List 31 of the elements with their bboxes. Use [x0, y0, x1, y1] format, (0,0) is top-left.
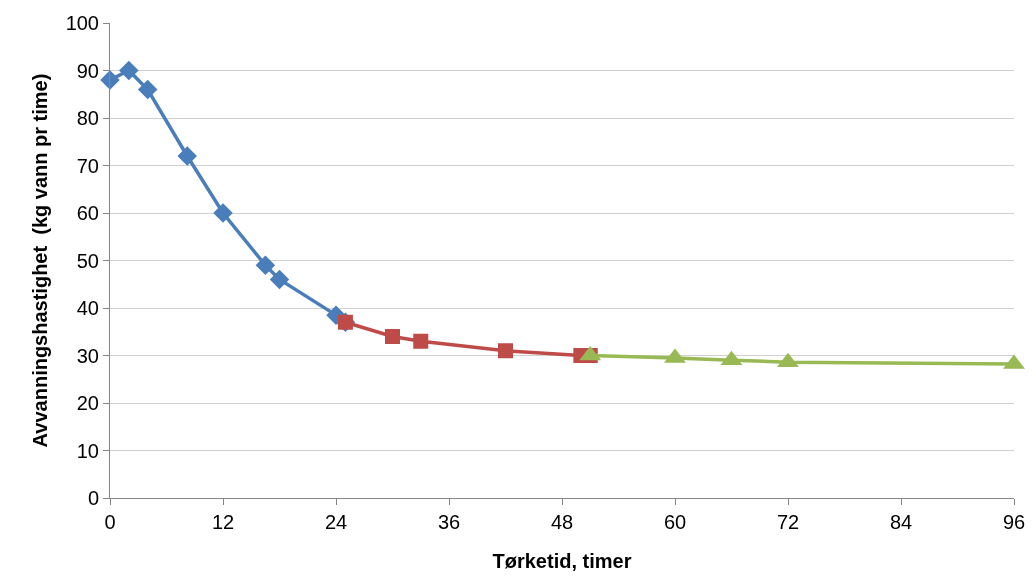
x-tick-label: 48 — [550, 511, 574, 533]
y-tick-label: 40 — [76, 297, 99, 319]
y-tick-label: 20 — [76, 392, 99, 414]
y-tick-label: 60 — [76, 202, 99, 224]
y-tick-label: 90 — [76, 59, 99, 82]
y-tick-label: 100 — [65, 12, 99, 34]
x-tick-label: 36 — [437, 511, 461, 533]
point — [255, 255, 276, 275]
y-tick-label: 30 — [76, 344, 99, 367]
point — [269, 269, 290, 290]
point — [385, 329, 400, 344]
x-tick-label: 84 — [889, 511, 913, 533]
y-tick-label: 0 — [87, 487, 99, 509]
x-axis-title: Tørketid, timer — [492, 550, 632, 572]
point — [177, 146, 197, 166]
y-tick-label: 10 — [76, 439, 99, 462]
x-tick-label: 72 — [776, 511, 800, 533]
point — [213, 203, 233, 223]
point — [137, 79, 158, 100]
y-tick-label: 80 — [76, 107, 99, 129]
y-tick-label: 50 — [76, 249, 99, 272]
x-tick-label: 12 — [211, 511, 235, 533]
point — [498, 343, 513, 359]
x-tick-label: 60 — [663, 511, 687, 533]
point — [413, 333, 429, 349]
x-tick-label: 96 — [1002, 511, 1026, 533]
x-tick-label: 0 — [104, 511, 116, 533]
y-axis-title: Avvanningshastighet (kg vann pr time) — [29, 73, 52, 448]
x-tick-label: 24 — [324, 511, 348, 533]
point — [119, 60, 139, 81]
y-tick-label: 70 — [76, 154, 99, 177]
